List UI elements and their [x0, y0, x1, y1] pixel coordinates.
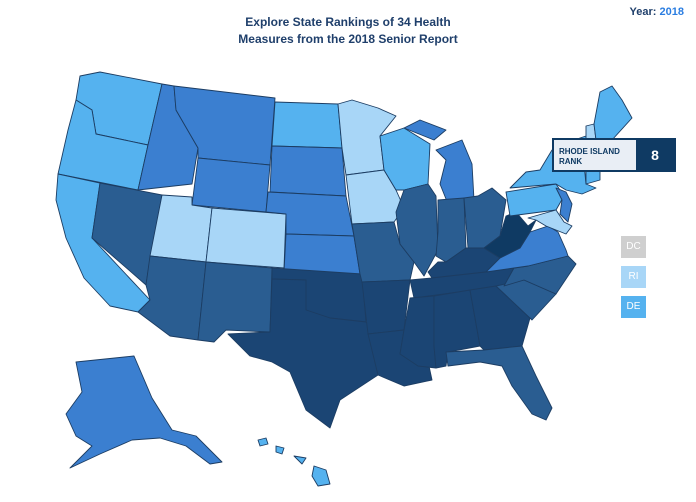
state-florida[interactable] [445, 345, 553, 421]
small-state-ri[interactable]: RI [621, 266, 646, 288]
state-pennsylvania[interactable] [505, 183, 565, 217]
state-south-dakota[interactable] [269, 145, 347, 197]
year-selector[interactable]: Year: 2018 [630, 6, 684, 18]
state-north-dakota[interactable] [271, 101, 343, 149]
state-arkansas[interactable] [361, 279, 411, 335]
title-line-1: Explore State Rankings of 34 Health [245, 15, 451, 29]
state-wyoming[interactable] [191, 157, 271, 213]
state-maryland[interactable] [527, 209, 573, 235]
tooltip-label: RHODE ISLAND RANK [559, 147, 620, 166]
state-texas[interactable] [227, 278, 379, 429]
state-hawaii[interactable] [257, 437, 331, 487]
state-alaska[interactable] [65, 355, 223, 469]
small-state-de[interactable]: DE [621, 296, 646, 318]
state-tooltip: RHODE ISLAND RANK 8 [552, 138, 676, 172]
title-line-2: Measures from the 2018 Senior Report [238, 32, 458, 46]
small-state-dc[interactable]: DC [621, 236, 646, 258]
year-value[interactable]: 2018 [659, 6, 684, 18]
state-colorado[interactable] [205, 207, 287, 269]
state-connecticut[interactable] [585, 169, 601, 185]
state-kansas[interactable] [283, 233, 361, 275]
state-new-jersey[interactable] [555, 187, 573, 223]
state-new-mexico[interactable] [197, 261, 273, 343]
state-illinois[interactable] [395, 183, 439, 277]
tooltip-rank: 8 [636, 140, 674, 170]
year-label: Year: [629, 6, 657, 18]
map-title: Explore State Rankings of 34 Health Meas… [0, 14, 696, 48]
